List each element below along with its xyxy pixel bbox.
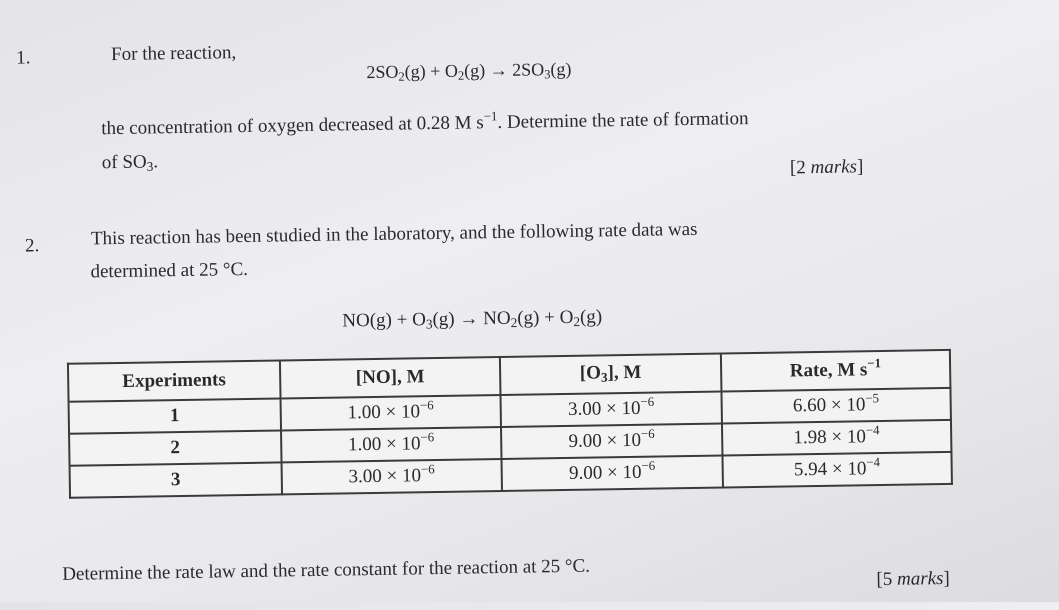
question-1-text: the concentration of oxygen decreased at… xyxy=(101,108,749,140)
question-2-line-1: This reaction has been studied in the la… xyxy=(90,218,698,250)
question-2-prompt: Determine the rate law and the rate cons… xyxy=(62,555,591,585)
header-no: [NO], M xyxy=(279,357,501,399)
cell-experiment: 3 xyxy=(69,462,282,498)
question-2-marks: [5 marks] xyxy=(876,567,950,591)
cell-o3: 3.00 × 10−6 xyxy=(500,391,722,427)
cell-o3: 9.00 × 10−6 xyxy=(501,455,723,491)
cell-no: 3.00 × 10−6 xyxy=(281,458,503,495)
cell-no: 1.00 × 10−6 xyxy=(280,426,502,463)
question-1-intro: For the reaction, xyxy=(110,42,237,66)
header-rate: Rate, M s−1 xyxy=(720,349,951,392)
cell-no: 1.00 × 10−6 xyxy=(280,395,502,431)
cell-rate: 1.98 × 10−4 xyxy=(721,419,952,456)
cell-experiment: 1 xyxy=(68,398,281,434)
cell-rate: 6.60 × 10−5 xyxy=(721,387,951,424)
equation-1: 2SO2(g) + O2(g) → 2SO3(g) xyxy=(366,58,572,84)
rate-data-table: Experiments [NO], M [O3], M Rate, M s−1 … xyxy=(66,348,953,499)
question-1-marks: [2 marks] xyxy=(789,156,864,179)
question-2-line-2: determined at 25 °C. xyxy=(90,258,249,283)
cell-rate: 5.94 × 10−4 xyxy=(722,451,952,488)
equation-2: NO(g) + O3(g) → NO2(g) + O2(g) xyxy=(342,306,603,332)
cell-experiment: 2 xyxy=(69,430,282,466)
question-1-text-end: of SO3. xyxy=(101,151,159,174)
header-o3: [O3], M xyxy=(500,353,722,396)
question-2-number: 2. xyxy=(24,235,40,257)
question-1-number: 1. xyxy=(15,47,31,69)
header-experiments: Experiments xyxy=(67,360,281,402)
cell-o3: 9.00 × 10−6 xyxy=(501,423,723,459)
